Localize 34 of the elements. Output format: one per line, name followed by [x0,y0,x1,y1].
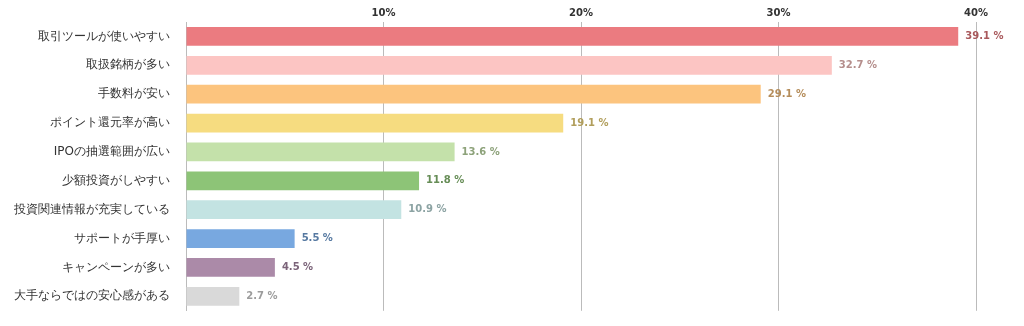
data-label: 32.7 % [838,58,878,70]
data-label: 11.8 % [426,174,465,186]
data-label: 5.5 % [301,232,333,244]
x-tick-label: 40% [964,6,988,18]
bar [186,84,761,104]
data-label: 19.1 % [570,116,609,128]
data-label: 4.5 % [281,261,314,273]
bar [186,258,275,277]
y-tick-label: IPOの抽選範囲が広い [53,144,170,159]
data-label: 13.6 % [461,145,500,157]
bar [186,113,564,133]
data-label: 10.9 % [408,203,447,215]
data-label: 2.7 % [246,289,278,301]
y-tick-label: 投資関連情報が充実している [13,201,170,216]
y-tick-label: キャンペーンが多い [62,259,170,274]
y-tick-label: ポイント還元率が高い [50,115,170,130]
bar [186,286,240,306]
data-label: 39.1 % [965,30,1004,42]
bar [186,27,959,46]
y-tick-label: 大手ならではの安心感がある [14,288,170,303]
x-tick-label: 20% [569,6,593,18]
y-tick-label: 取引ツールが使いやすい [38,28,170,43]
y-tick-label: 取扱銘柄が多い [86,57,170,72]
bar [186,200,402,220]
y-tick-label: 手数料が安い [98,86,170,101]
bar [186,171,420,191]
bar [186,142,455,162]
bar [186,55,832,75]
x-tick-label: 10% [371,6,396,18]
bar [186,229,295,248]
data-label: 29.1 % [767,87,806,99]
y-tick-label: 少額投資がしやすい [62,172,170,187]
y-tick-label: サポートが手厚い [74,230,170,245]
x-tick-label: 30% [766,6,791,18]
